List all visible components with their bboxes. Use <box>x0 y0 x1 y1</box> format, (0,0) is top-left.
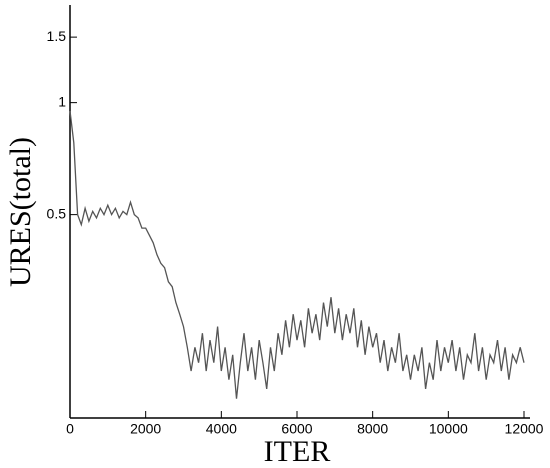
x-tick-label: 0 <box>66 421 74 437</box>
y-tick-label: 0.5 <box>47 205 67 221</box>
y-tick-label: 1.5 <box>47 28 67 44</box>
x-tick-label: 10000 <box>429 421 468 437</box>
x-tick-label: 8000 <box>357 421 388 437</box>
x-tick-label: 12000 <box>505 421 544 437</box>
y-tick-label: 1 <box>58 93 66 109</box>
data-line <box>69 110 525 399</box>
x-tick-label: 4000 <box>206 421 237 437</box>
x-axis-title: ITER <box>264 435 331 468</box>
x-tick-label: 6000 <box>281 421 312 437</box>
y-axis-title: URES(total) <box>4 137 37 287</box>
x-tick-label: 2000 <box>130 421 161 437</box>
